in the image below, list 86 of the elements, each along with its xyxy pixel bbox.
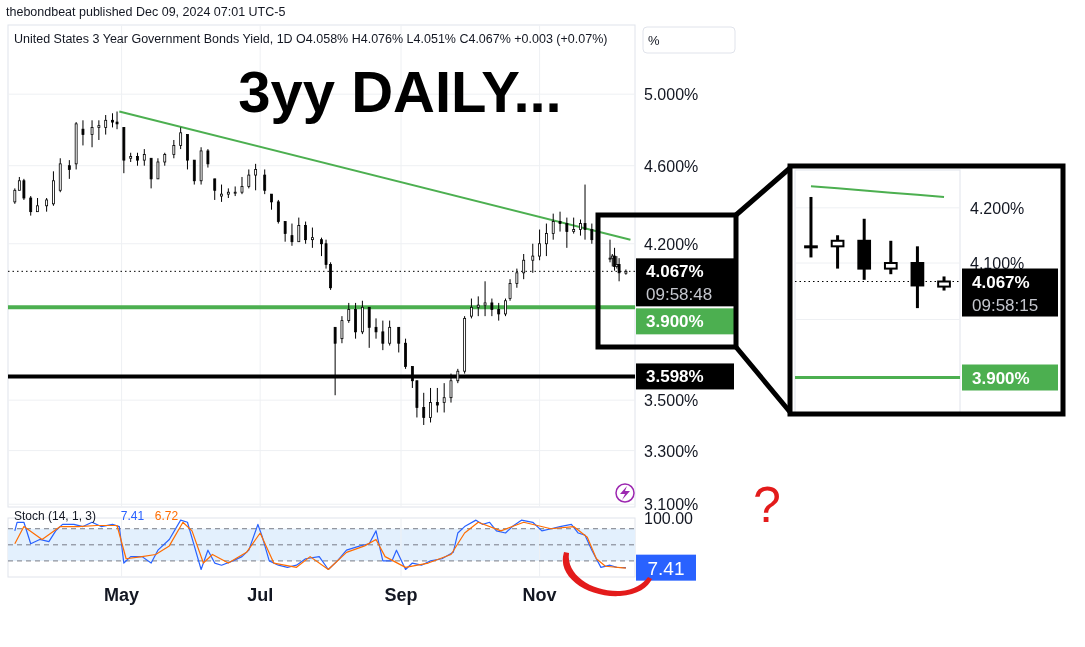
- candlestick: [583, 184, 587, 241]
- candlestick: [213, 178, 217, 201]
- y-tick-label: 100.00: [644, 510, 694, 527]
- candlestick: [381, 320, 385, 351]
- candlestick: [254, 163, 258, 191]
- candlestick: [276, 199, 280, 225]
- y-tick-label: 7.41: [647, 557, 685, 579]
- annotation: 6.72: [154, 509, 179, 523]
- candlestick: [90, 119, 94, 148]
- candlestick: [52, 170, 55, 207]
- candlestick: [290, 223, 294, 247]
- candlestick: [551, 213, 555, 241]
- y-tick-label: 4.600%: [644, 157, 699, 175]
- text: ?: [753, 477, 781, 533]
- candlestick: [374, 317, 378, 340]
- candlestick: [354, 302, 357, 340]
- candlestick: [590, 223, 594, 245]
- candlestick: [429, 387, 432, 423]
- candlestick: [149, 157, 153, 189]
- y-tick-label: 4.200%: [970, 199, 1025, 217]
- ref-line-label: 3.598%: [646, 367, 704, 387]
- candlestick: [558, 211, 562, 233]
- candlestick: [97, 119, 101, 141]
- candlestick: [340, 315, 344, 344]
- candlestick: [367, 306, 371, 349]
- candlestick: [397, 326, 401, 353]
- candlestick: [29, 195, 33, 217]
- candlestick: [347, 302, 351, 324]
- candlestick: [172, 139, 176, 159]
- candlestick: [422, 392, 426, 426]
- candlestick: [490, 298, 494, 317]
- candlestick: [883, 239, 898, 276]
- ref-line-label: 3.900%: [972, 368, 1030, 388]
- y-tick-label: 3.500%: [644, 392, 699, 410]
- candlestick: [476, 295, 480, 317]
- candlestick: [515, 268, 519, 289]
- text: 3yy DAILY...: [238, 59, 562, 124]
- text: 09:58:15: [972, 295, 1039, 315]
- text: United States 3 Year Government Bonds Yield, 1D O4.058% H4.076% L4.051% C4.067% +0.003 (+0.07%): [14, 32, 608, 46]
- candlestick: [608, 239, 612, 263]
- candlestick: [442, 382, 446, 413]
- candlestick: [192, 159, 196, 186]
- candlestick: [545, 223, 548, 257]
- candlestick: [156, 157, 160, 180]
- ref-line-label: 4.067%: [646, 262, 704, 282]
- x-tick-label: Jul: [247, 585, 274, 605]
- candlestick: [67, 159, 71, 180]
- candlestick: [240, 176, 244, 195]
- candlestick: [830, 235, 845, 269]
- candlestick: [104, 114, 108, 136]
- text: 09:58:48: [646, 285, 713, 305]
- candlestick: [304, 221, 307, 245]
- candlestick: [435, 387, 439, 413]
- y-tick-label: 5.000%: [644, 86, 699, 104]
- text: thebondbeat published Dec 09, 2024 07:01 UTC-5: [6, 5, 286, 19]
- candlestick: [804, 195, 818, 258]
- ref-line-label: 3.900%: [646, 312, 704, 332]
- candlestick: [206, 148, 210, 169]
- x-tick-label: May: [104, 585, 140, 605]
- candlestick: [283, 221, 287, 243]
- candlestick: [910, 246, 925, 310]
- x-tick-label: Sep: [384, 585, 418, 605]
- candlestick: [508, 278, 512, 302]
- text: %: [648, 33, 660, 48]
- candlestick: [247, 168, 251, 189]
- x-tick-label: Nov: [522, 585, 557, 605]
- y-tick-label: 4.100%: [970, 255, 1025, 273]
- candlestick: [470, 298, 473, 319]
- candlestick: [22, 178, 26, 201]
- candlestick: [115, 111, 119, 130]
- candlestick: [263, 168, 267, 195]
- annotation: 7.41: [120, 509, 145, 523]
- candlestick: [565, 217, 569, 249]
- candlestick: [81, 119, 85, 146]
- candlestick: [311, 227, 314, 249]
- y-tick-label: 4.200%: [644, 235, 699, 253]
- ref-line-label: 4.067%: [972, 272, 1030, 292]
- candlestick: [297, 217, 301, 243]
- line-series: [809, 185, 946, 198]
- chart-title: Stoch (14, 1, 3): [14, 509, 97, 523]
- candlestick: [538, 229, 541, 261]
- candlestick: [483, 280, 487, 317]
- y-tick-label: 3.300%: [644, 442, 699, 460]
- candlestick: [179, 126, 183, 150]
- candlestick: [388, 320, 392, 347]
- candlestick: [404, 338, 407, 370]
